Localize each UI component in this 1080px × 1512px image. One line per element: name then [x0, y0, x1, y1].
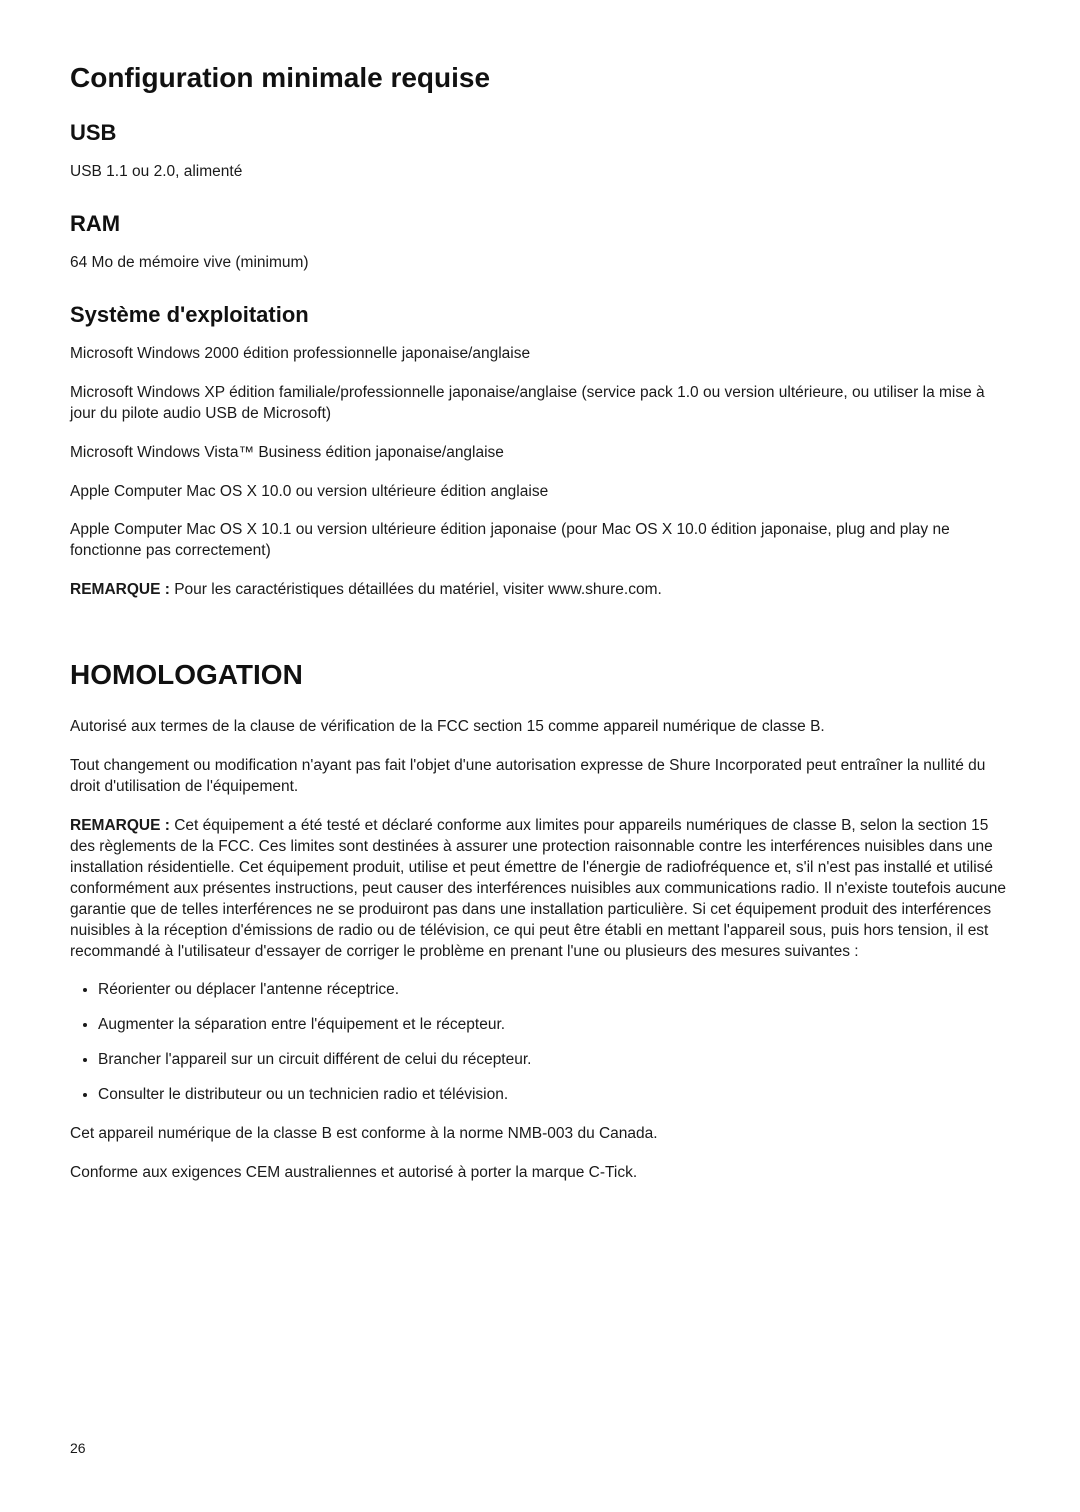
- ram-text: 64 Mo de mémoire vive (minimum): [70, 253, 1010, 274]
- hom-note-text: Cet équipement a été testé et déclaré co…: [70, 817, 1006, 960]
- os-note: REMARQUE : Pour les caractéristiques dét…: [70, 580, 1010, 601]
- bullet-item: Brancher l'appareil sur un circuit diffé…: [98, 1050, 1010, 1071]
- hom-note: REMARQUE : Cet équipement a été testé et…: [70, 816, 1010, 962]
- section-gap: [70, 619, 1010, 659]
- hom-after-p2: Conforme aux exigences CEM australiennes…: [70, 1163, 1010, 1184]
- os-p2: Microsoft Windows XP édition familiale/p…: [70, 383, 1010, 425]
- os-heading: Système d'exploitation: [70, 302, 1010, 328]
- bullet-item: Augmenter la séparation entre l'équipeme…: [98, 1015, 1010, 1036]
- document-page: Configuration minimale requise USB USB 1…: [0, 0, 1080, 1512]
- ram-block: RAM 64 Mo de mémoire vive (minimum): [70, 211, 1010, 274]
- hom-p1: Autorisé aux termes de la clause de véri…: [70, 717, 1010, 738]
- bullet-item: Réorienter ou déplacer l'antenne réceptr…: [98, 980, 1010, 1001]
- os-note-label: REMARQUE :: [70, 581, 174, 598]
- ram-heading: RAM: [70, 211, 1010, 237]
- page-number: 26: [70, 1440, 86, 1456]
- os-p5: Apple Computer Mac OS X 10.1 ou version …: [70, 520, 1010, 562]
- hom-after-p1: Cet appareil numérique de la classe B es…: [70, 1124, 1010, 1145]
- os-p1: Microsoft Windows 2000 édition professio…: [70, 344, 1010, 365]
- usb-text: USB 1.1 ou 2.0, alimenté: [70, 162, 1010, 183]
- bullet-item: Consulter le distributeur ou un technici…: [98, 1085, 1010, 1106]
- hom-p2: Tout changement ou modification n'ayant …: [70, 756, 1010, 798]
- os-p4: Apple Computer Mac OS X 10.0 ou version …: [70, 482, 1010, 503]
- os-note-text: Pour les caractéristiques détaillées du …: [174, 581, 662, 598]
- section-title-homologation: HOMOLOGATION: [70, 659, 1010, 691]
- os-block: Système d'exploitation Microsoft Windows…: [70, 302, 1010, 601]
- hom-note-label: REMARQUE :: [70, 817, 174, 834]
- usb-block: USB USB 1.1 ou 2.0, alimenté: [70, 120, 1010, 183]
- hom-bullets: Réorienter ou déplacer l'antenne réceptr…: [70, 980, 1010, 1106]
- section-title-config: Configuration minimale requise: [70, 62, 1010, 94]
- os-p3: Microsoft Windows Vista™ Business éditio…: [70, 443, 1010, 464]
- usb-heading: USB: [70, 120, 1010, 146]
